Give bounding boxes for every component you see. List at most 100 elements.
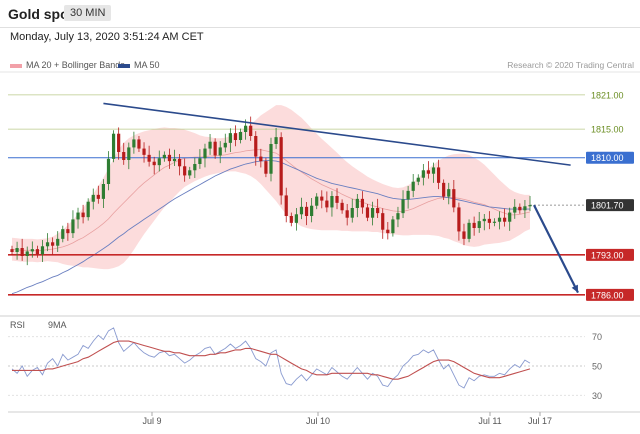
candle-body [284,195,288,216]
price-tag-1810.00 [586,151,634,164]
candle-body [299,206,304,215]
price-label-1793.00: 1793.00 [591,250,624,260]
price-label-1821.00: 1821.00 [591,90,624,100]
candle-body [416,177,420,182]
candle-body [345,210,349,218]
candle-body [528,205,532,207]
candle-body [330,196,334,208]
candle-body [304,206,309,216]
chart-title: Gold spot [8,6,74,22]
candle-body [117,133,121,152]
candle-body [106,158,111,184]
candle-body [350,208,354,218]
candle-body [203,148,207,159]
candle-body [30,249,34,252]
legend-bollinger: MA 20 + Bollinger Bands [10,60,125,70]
candle-body [497,217,502,222]
timestamp: Monday, July 13, 2020 3:51:24 AM CET [10,31,204,43]
x-tick-label-jul-11: Jul 11 [478,416,501,426]
candle-body [152,161,156,166]
legend-label-rsi: RSI [10,320,26,330]
candle-body [467,222,471,239]
rsi-tick-label-30: 30 [592,391,602,401]
candle-body [127,147,131,160]
bollinger-bands-fill [12,105,530,270]
candle-body [15,248,19,252]
candle-body [289,216,293,223]
price-tag-1786.00 [586,288,634,301]
candle-body [294,214,298,223]
rsi-tick-label-50: 50 [592,362,602,372]
candle-body [436,167,441,183]
candle-body [142,148,146,155]
candle-body [157,158,161,166]
candle-body [66,229,70,234]
candle-body [503,217,507,222]
candle-body [482,218,486,222]
candle-body [183,166,187,176]
projection-arrow-shaft [533,204,579,294]
candle-body [249,125,253,136]
candle-body [360,198,365,208]
legend-label-ma50: MA 50 [134,60,160,70]
candle-body [376,208,380,214]
candle-body [386,229,390,234]
candle-body [452,189,456,208]
candle-body [315,196,319,206]
candle-body [122,152,126,160]
candle-body [177,158,182,167]
x-tick-label-jul-10: Jul 10 [306,416,330,426]
price-tag-1793.00 [586,248,634,261]
candle-body [35,249,39,255]
candle-body [91,194,95,202]
candle-body [411,181,415,191]
candle-body [218,147,222,156]
candle-body [20,248,24,256]
candle-body [56,238,60,246]
candle-body [269,144,273,174]
candle-body [513,206,517,213]
legend-ma50: MA 50 [118,60,160,70]
candle-body [365,207,370,218]
candle-body [320,196,324,201]
x-tick-label-jul-17: Jul 17 [528,416,552,426]
candle-body [61,229,65,239]
candle-body [340,202,344,211]
price-label-1786.00: 1786.00 [591,290,624,300]
candle-body [162,154,166,159]
candle-body [406,190,410,200]
candle-body [233,133,238,140]
candle-body [518,206,522,211]
candle-body [426,170,431,174]
rsi-tick-label-70: 70 [592,332,602,342]
timeframe-badge[interactable]: 30 MIN [64,5,112,21]
candle-body [335,196,339,203]
candle-body [477,221,481,228]
legend-swatch-bollinger [10,63,22,68]
rsi-series-9ma [12,340,531,380]
candle-body [167,154,172,162]
candle-body [325,200,329,208]
candle-body [96,194,100,199]
candle-body [421,170,425,178]
candle-body [25,251,29,256]
candle-body [274,137,278,144]
x-tick-label-jul-9: Jul 9 [142,416,161,426]
descending-trendline [103,102,571,166]
candle-body [101,184,106,199]
candle-body [254,136,258,157]
candle-body [71,219,75,234]
credit-text: Research © 2020 Trading Central [507,60,634,70]
legend-label-bollinger: MA 20 + Bollinger Bands [26,60,125,70]
header-divider [0,27,640,28]
candle-body [86,201,90,218]
price-label-1815.00: 1815.00 [591,125,624,135]
candle-body [238,132,243,140]
candle-body [492,221,497,223]
candle-body [472,222,476,228]
candle-body [370,208,375,218]
candle-body [137,139,141,149]
candle-body [45,242,50,247]
candle-body [81,212,85,218]
